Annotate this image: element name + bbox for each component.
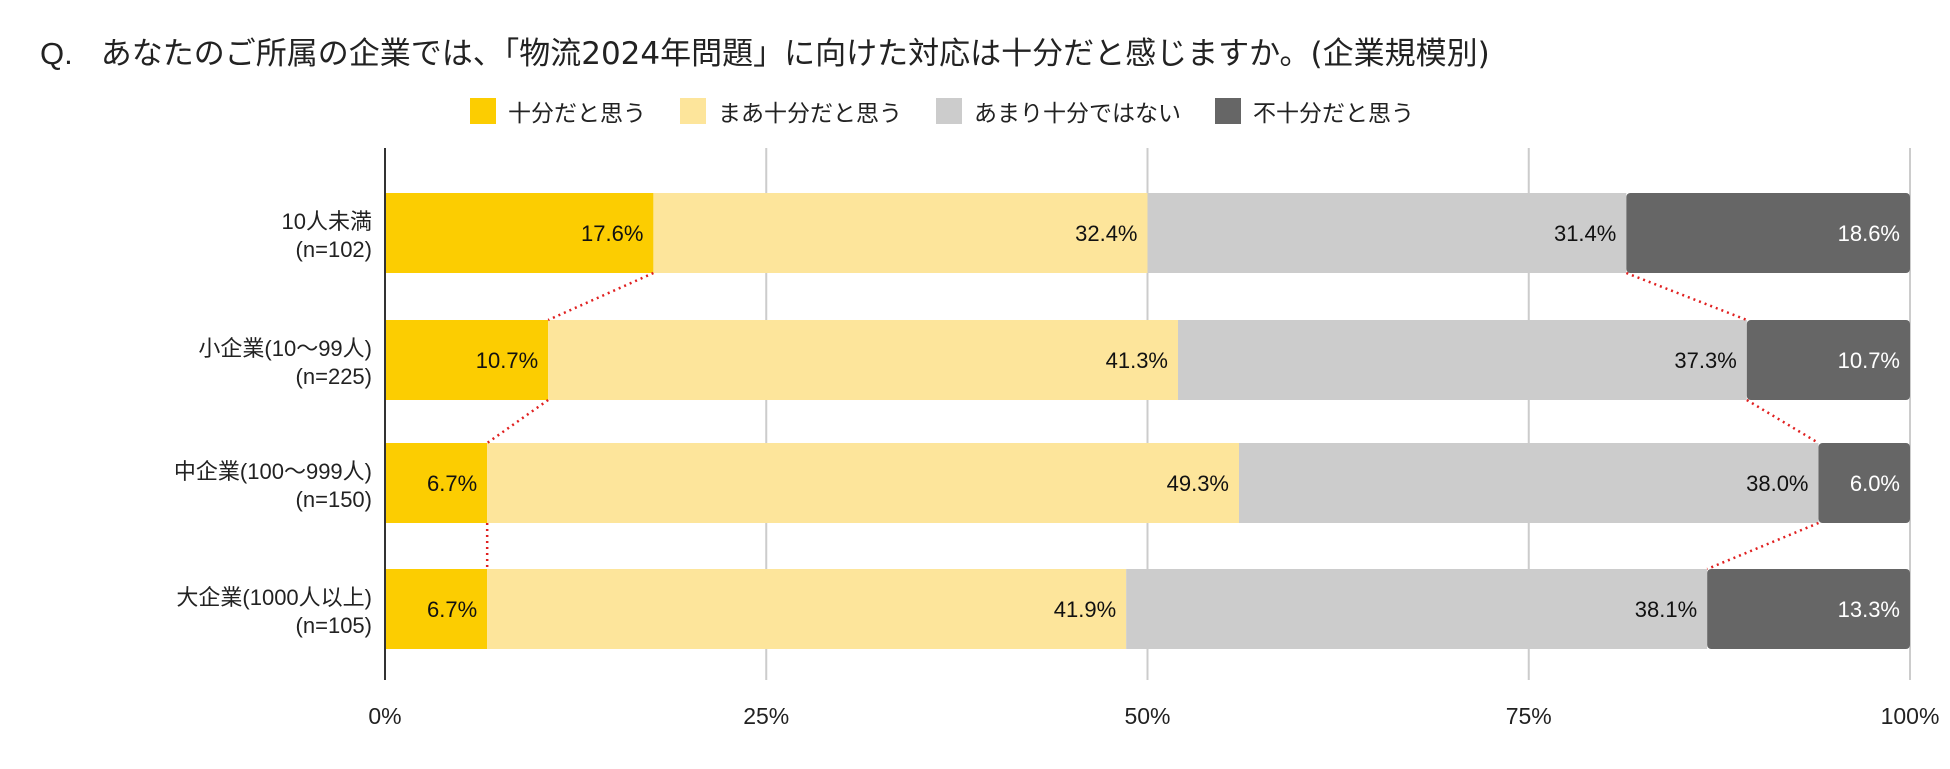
data-label-insufficient-2: 6.0% (1850, 471, 1900, 496)
legend-item-sufficient: 十分だと思う (470, 94, 646, 128)
question-prefix: Q. (40, 36, 73, 71)
x-tick-label-0: 0% (368, 703, 401, 729)
bar-segment-not-very-sufficient-3 (1126, 569, 1708, 649)
legend-item-not-very-sufficient: あまり十分ではない (936, 94, 1181, 128)
bar-segment-insufficient-1 (1746, 320, 1910, 400)
question-text: あなたのご所属の企業では、「物流2024年問題」に向けた対応は十分だと感じますか… (100, 36, 1490, 72)
legend-label-sufficient: 十分だと思う (508, 101, 646, 127)
bar-segment-insufficient-0 (1626, 193, 1910, 273)
bar-segment-somewhat-sufficient-2 (487, 443, 1239, 523)
data-label-not-very-sufficient-0: 31.4% (1554, 221, 1616, 246)
data-label-insufficient-3: 13.3% (1838, 597, 1900, 622)
x-tick-label-100: 100% (1881, 703, 1940, 729)
connector-line-1-1 (486, 398, 549, 445)
data-label-somewhat-sufficient-2: 49.3% (1167, 471, 1229, 496)
data-label-not-very-sufficient-3: 38.1% (1635, 597, 1697, 622)
data-label-insufficient-1: 10.7% (1838, 348, 1900, 373)
connector-line-1-0 (547, 271, 654, 322)
category-label-2: 中企業(100〜999人) (174, 459, 372, 484)
connector-line-3-0 (1625, 271, 1748, 322)
bar-segment-insufficient-3 (1707, 569, 1910, 649)
legend-item-somewhat-sufficient: まあ十分だと思う (680, 94, 902, 128)
legend-swatch-not-very-sufficient (936, 98, 962, 124)
data-label-sufficient-3: 6.7% (427, 597, 477, 622)
bar-segment-not-very-sufficient-0 (1147, 193, 1627, 273)
bar-segment-sufficient-0 (385, 193, 654, 273)
connector-line-3-2 (1706, 521, 1819, 571)
category-label-0: 10人未満 (282, 209, 372, 234)
bar-segment-insufficient-2 (1818, 443, 1910, 523)
connector-line-3-1 (1746, 398, 1820, 445)
data-label-insufficient-0: 18.6% (1838, 221, 1900, 246)
category-n-label-2: (n=150) (296, 487, 372, 512)
data-label-not-very-sufficient-2: 38.0% (1746, 471, 1808, 496)
legend: 十分だと思う まあ十分だと思う あまり十分ではない 不十分だと思う (470, 94, 1448, 128)
chart-title: Q. あなたのご所属の企業では、「物流2024年問題」に向けた対応は十分だと感じま… (40, 28, 1490, 73)
legend-swatch-sufficient (470, 98, 496, 124)
x-tick-label-75: 75% (1506, 703, 1552, 729)
bar-segment-sufficient-3 (385, 569, 488, 649)
category-n-label-0: (n=102) (296, 237, 372, 262)
bar-segment-sufficient-2 (385, 443, 488, 523)
bar-segment-somewhat-sufficient-0 (653, 193, 1148, 273)
legend-label-somewhat-sufficient: まあ十分だと思う (718, 101, 902, 127)
legend-label-insufficient: 不十分だと思う (1253, 101, 1414, 127)
data-label-sufficient-1: 10.7% (476, 348, 538, 373)
category-label-1: 小企業(10〜99人) (198, 336, 372, 361)
data-label-somewhat-sufficient-3: 41.9% (1054, 597, 1116, 622)
data-label-sufficient-2: 6.7% (427, 471, 477, 496)
legend-label-not-very-sufficient: あまり十分ではない (974, 101, 1181, 127)
category-n-label-1: (n=225) (296, 364, 372, 389)
legend-item-insufficient: 不十分だと思う (1215, 94, 1414, 128)
data-label-somewhat-sufficient-1: 41.3% (1106, 348, 1168, 373)
legend-swatch-insufficient (1215, 98, 1241, 124)
x-tick-label-25: 25% (743, 703, 789, 729)
data-label-somewhat-sufficient-0: 32.4% (1075, 221, 1137, 246)
data-label-not-very-sufficient-1: 37.3% (1674, 348, 1736, 373)
bar-segment-not-very-sufficient-2 (1239, 443, 1819, 523)
data-label-sufficient-0: 17.6% (581, 221, 643, 246)
bar-segment-sufficient-1 (385, 320, 549, 400)
bar-segment-somewhat-sufficient-3 (487, 569, 1127, 649)
category-label-3: 大企業(1000人以上) (176, 585, 372, 610)
category-n-label-3: (n=105) (296, 613, 372, 638)
bar-segment-not-very-sufficient-1 (1178, 320, 1747, 400)
bar-segment-somewhat-sufficient-1 (548, 320, 1178, 400)
x-tick-label-50: 50% (1124, 703, 1170, 729)
legend-swatch-somewhat-sufficient (680, 98, 706, 124)
